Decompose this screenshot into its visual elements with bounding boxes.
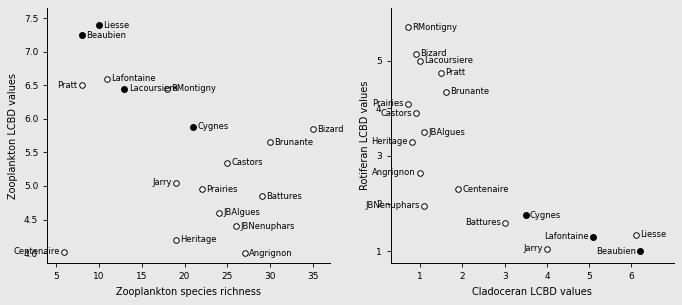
Text: Centenaire: Centenaire: [462, 185, 509, 194]
Text: Castors: Castors: [232, 158, 263, 167]
Text: Angrignon: Angrignon: [249, 249, 293, 257]
Text: JBNenuphars: JBNenuphars: [366, 201, 420, 210]
Text: Prairies: Prairies: [206, 185, 237, 194]
Text: Bizard: Bizard: [317, 124, 344, 134]
Text: Brunante: Brunante: [449, 87, 489, 96]
Text: Cygnes: Cygnes: [530, 211, 561, 220]
Text: Brunante: Brunante: [274, 138, 314, 147]
Text: Liesse: Liesse: [640, 230, 666, 239]
X-axis label: Zooplankton species richness: Zooplankton species richness: [117, 287, 261, 297]
Text: RMontigny: RMontigny: [412, 23, 457, 32]
Text: Cygnes: Cygnes: [197, 123, 228, 131]
Text: JBNenuphars: JBNenuphars: [240, 222, 295, 231]
Text: Castors: Castors: [380, 109, 412, 118]
Text: Liesse: Liesse: [103, 21, 129, 30]
Text: Heritage: Heritage: [371, 137, 408, 146]
Text: Beaubien: Beaubien: [86, 30, 125, 40]
Y-axis label: Zooplankton LCBD values: Zooplankton LCBD values: [8, 73, 18, 199]
Text: Prairies: Prairies: [372, 99, 403, 108]
Text: JBAlgues: JBAlgues: [428, 127, 466, 137]
Text: Centenaire: Centenaire: [14, 247, 60, 256]
Text: Pratt: Pratt: [57, 81, 78, 90]
X-axis label: Cladoceran LCBD values: Cladoceran LCBD values: [472, 287, 592, 297]
Text: Lacoursiere: Lacoursiere: [129, 84, 177, 93]
Text: Angrignon: Angrignon: [372, 168, 416, 177]
Y-axis label: Rotiferan LCBD values: Rotiferan LCBD values: [360, 81, 370, 190]
Text: Lacoursiere: Lacoursiere: [424, 56, 473, 65]
Text: Bizard: Bizard: [420, 49, 447, 58]
Text: Battures: Battures: [266, 192, 301, 201]
Text: Jarry: Jarry: [523, 244, 543, 253]
Text: Jarry: Jarry: [152, 178, 172, 187]
Text: Heritage: Heritage: [180, 235, 217, 244]
Text: Beaubien: Beaubien: [595, 247, 636, 256]
Text: JBAlgues: JBAlgues: [223, 208, 260, 217]
Text: RMontigny: RMontigny: [172, 84, 216, 93]
Text: Lafontaine: Lafontaine: [111, 74, 156, 83]
Text: Lafontaine: Lafontaine: [545, 232, 589, 241]
Text: Pratt: Pratt: [445, 68, 466, 77]
Text: Battures: Battures: [464, 218, 501, 227]
